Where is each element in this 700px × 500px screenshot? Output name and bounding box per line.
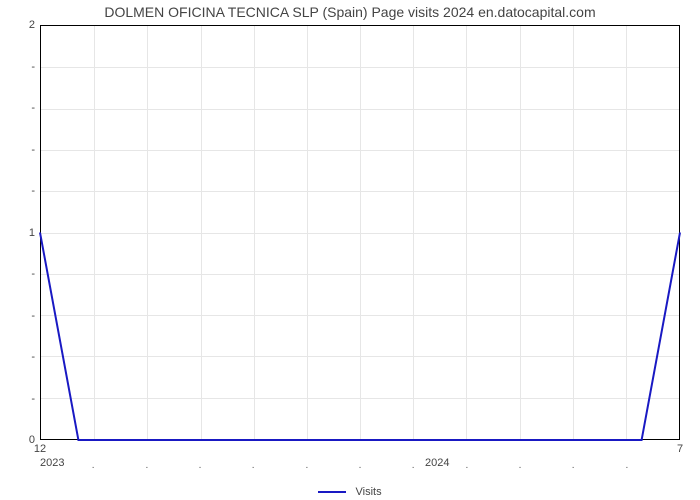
- x-tick-label-left: 12: [34, 443, 46, 455]
- y-minor-tick: -: [5, 102, 35, 114]
- y-minor-tick: -: [5, 310, 35, 322]
- x-minor-tick: .: [145, 460, 148, 471]
- x-minor-tick: .: [252, 460, 255, 471]
- legend: Visits: [0, 486, 700, 498]
- line-series: [0, 0, 700, 500]
- chart-container: DOLMEN OFICINA TECNICA SLP (Spain) Page …: [0, 0, 700, 500]
- y-tick-label: 1: [5, 227, 35, 239]
- x-minor-tick: .: [465, 460, 468, 471]
- y-minor-tick: -: [5, 144, 35, 156]
- y-minor-tick: -: [5, 268, 35, 280]
- legend-swatch: [318, 491, 346, 493]
- legend-label: Visits: [355, 486, 381, 498]
- y-tick-label: 2: [5, 19, 35, 31]
- x-minor-tick: .: [305, 460, 308, 471]
- x-minor-tick: .: [519, 460, 522, 471]
- x-minor-tick: .: [92, 460, 95, 471]
- x-minor-tick: .: [625, 460, 628, 471]
- x-minor-tick: .: [359, 460, 362, 471]
- x-year-label: 2023: [40, 457, 64, 469]
- y-minor-tick: -: [5, 61, 35, 73]
- x-minor-tick: .: [199, 460, 202, 471]
- y-tick-label: 0: [5, 434, 35, 446]
- y-minor-tick: -: [5, 351, 35, 363]
- x-minor-tick: .: [412, 460, 415, 471]
- y-minor-tick: -: [5, 185, 35, 197]
- x-year-label: 2024: [425, 457, 449, 469]
- x-tick-label-right: 7: [677, 443, 683, 455]
- y-minor-tick: -: [5, 393, 35, 405]
- x-minor-tick: .: [572, 460, 575, 471]
